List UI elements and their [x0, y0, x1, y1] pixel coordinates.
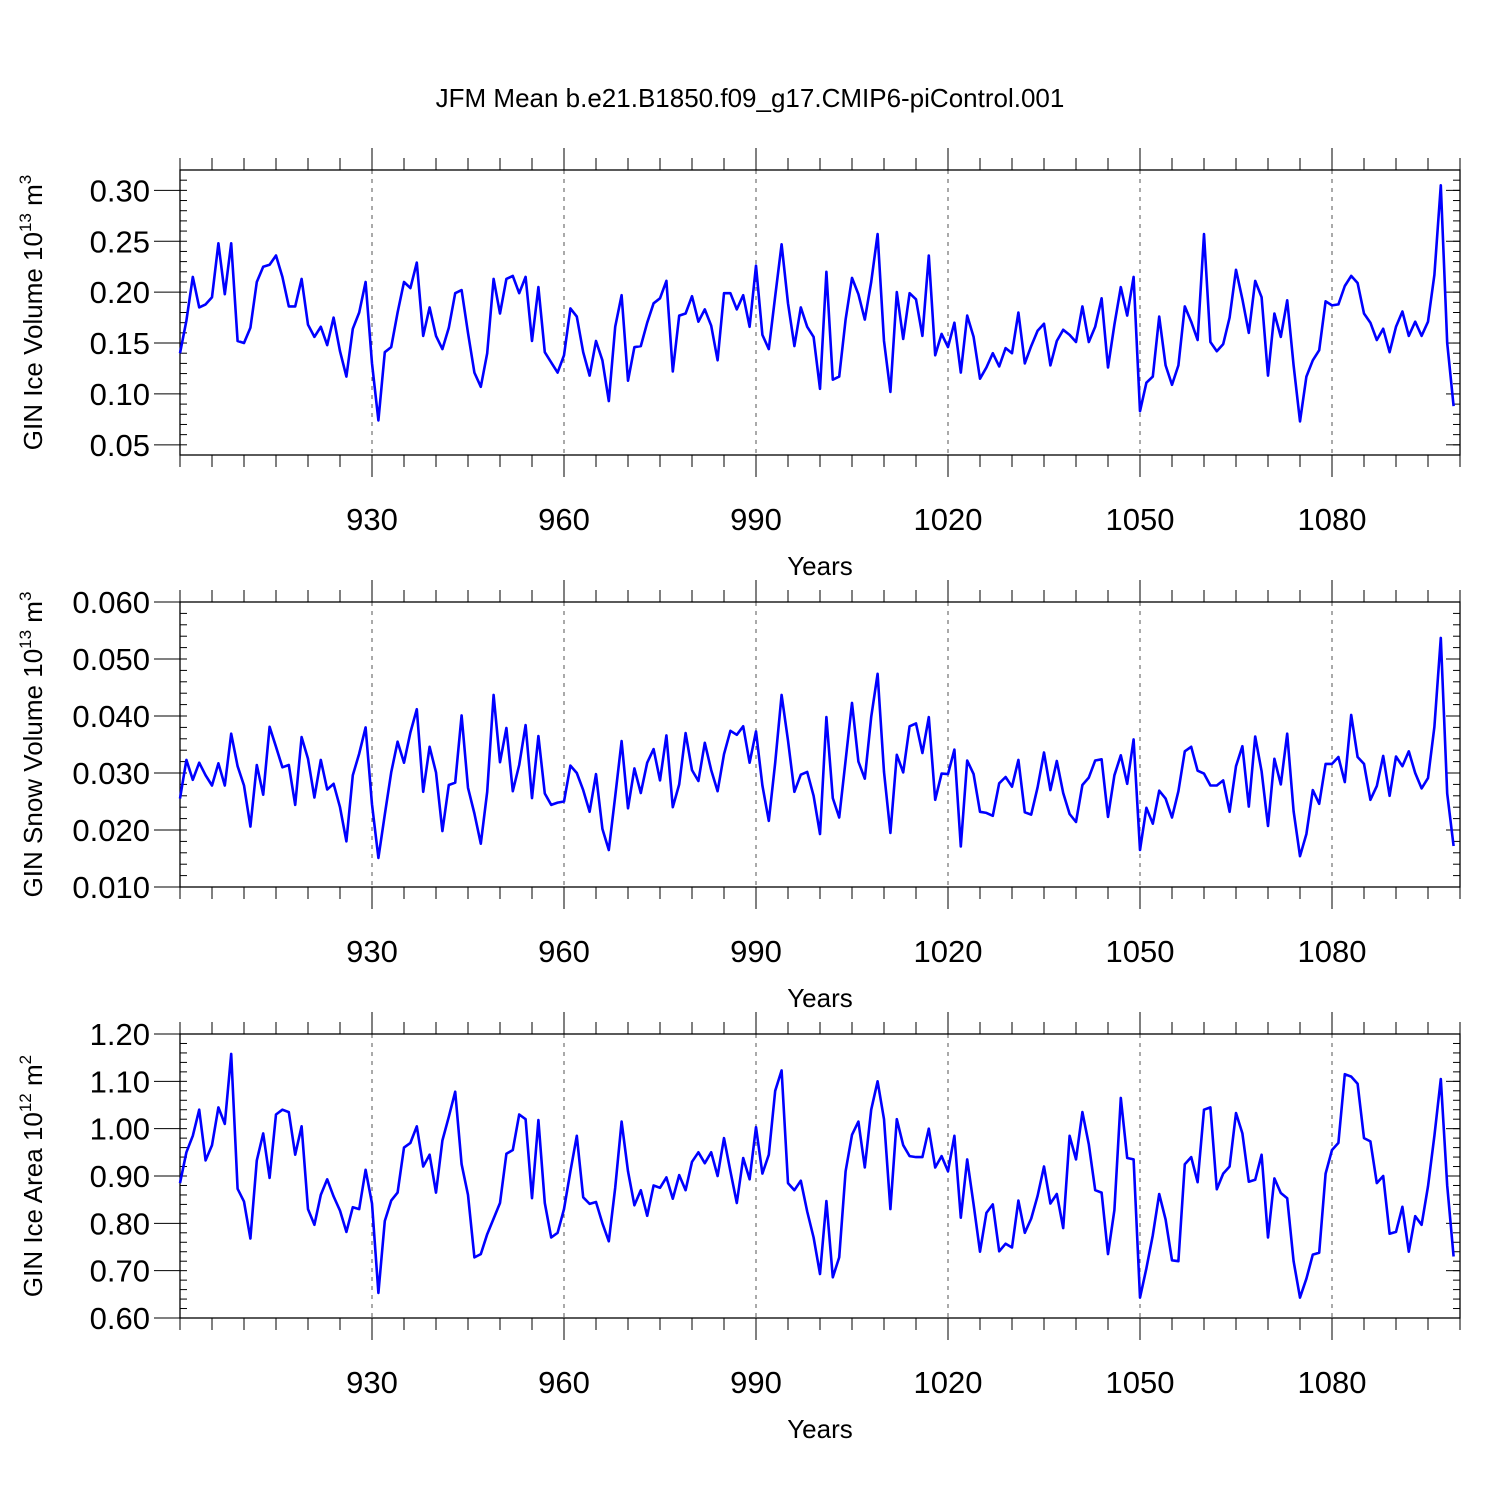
x-tick-label: 960 [538, 502, 590, 537]
x-tick-label: 1020 [914, 1365, 983, 1400]
y-tick-label: 1.20 [90, 1017, 150, 1052]
plot-frame [179, 169, 1461, 456]
chart-panel-2: 0.010 0.020 0.030 0.040 0.050 0.060 930 960 990 1… [16, 580, 1461, 1013]
y-axis-title-main: GIN Snow Volume 10 [18, 649, 48, 898]
y-axis-title-exponent: 12 [16, 1093, 35, 1112]
y-tick-label: 0.80 [90, 1206, 150, 1241]
chart-panel-3: 0.60 0.70 0.80 0.90 1.00 1.10 1.20 930 960 990 102… [16, 1012, 1461, 1444]
y-tick-label: 0.70 [90, 1254, 150, 1289]
y-axis-title-unit: m [18, 1064, 48, 1093]
y-axis-title-unit: m [18, 601, 48, 630]
series-line-1 [178, 636, 1455, 860]
y-tick-label: 0.60 [90, 1301, 150, 1336]
x-tick-label: 930 [346, 1365, 398, 1400]
chart-panels: 0.05 0.10 0.15 0.20 0.25 0.30 930 960 990 1020 105… [16, 148, 1461, 1444]
y-tick-label: 0.010 [72, 870, 150, 905]
y-axis-title: GIN Snow Volume 1013 m3 [16, 592, 48, 898]
x-tick-label: 1020 [914, 934, 983, 969]
y-tick-label: 0.90 [90, 1159, 150, 1194]
x-tick-label: 990 [730, 502, 782, 537]
plot-frame [179, 1033, 1461, 1319]
x-tick-label: 990 [730, 934, 782, 969]
y-tick-label: 0.030 [72, 756, 150, 791]
y-axis-title-exponent: 13 [16, 213, 35, 232]
y-tick-label: 0.040 [72, 699, 150, 734]
y-axis-title-unit-exponent: 3 [16, 175, 35, 184]
y-tick-label: 0.20 [90, 275, 150, 310]
y-tick-label: 0.10 [90, 377, 150, 412]
y-axis-title-unit-exponent: 3 [16, 592, 35, 601]
x-tick-label: 1050 [1106, 502, 1175, 537]
y-tick-label: 0.050 [72, 642, 150, 677]
x-tick-label: 990 [730, 1365, 782, 1400]
x-tick-label: 1080 [1298, 502, 1367, 537]
y-tick-label: 0.30 [90, 173, 150, 208]
y-tick-label: 0.060 [72, 585, 150, 620]
y-axis-title-main: GIN Ice Volume 10 [18, 232, 48, 450]
y-tick-label: 0.25 [90, 224, 150, 259]
x-tick-label: 1020 [914, 502, 983, 537]
x-tick-label: 1080 [1298, 934, 1367, 969]
series-line-1 [178, 184, 1455, 423]
x-axis-title: Years [787, 551, 853, 581]
x-axis-title: Years [787, 983, 853, 1013]
x-tick-label: 930 [346, 502, 398, 537]
y-tick-label: 0.15 [90, 326, 150, 361]
y-axis-title: GIN Ice Area 1012 m2 [16, 1055, 48, 1297]
series-line-1 [178, 1052, 1455, 1299]
y-tick-label: 0.020 [72, 813, 150, 848]
y-axis-title: GIN Ice Volume 1013 m3 [16, 175, 48, 451]
y-tick-label: 1.10 [90, 1064, 150, 1099]
y-tick-label: 1.00 [90, 1112, 150, 1147]
x-tick-label: 1050 [1106, 1365, 1175, 1400]
chart-panel-1: 0.05 0.10 0.15 0.20 0.25 0.30 930 960 990 1020 105… [16, 148, 1461, 581]
x-axis-title: Years [787, 1414, 853, 1444]
y-axis-title-main: GIN Ice Area 10 [18, 1112, 48, 1297]
plot-frame [179, 601, 1461, 888]
figure-title: JFM Mean b.e21.B1850.f09_g17.CMIP6-piCon… [436, 83, 1065, 113]
x-tick-label: 1080 [1298, 1365, 1367, 1400]
x-tick-label: 930 [346, 934, 398, 969]
y-axis-title-unit: m [18, 184, 48, 213]
x-tick-label: 1050 [1106, 934, 1175, 969]
x-tick-label: 960 [538, 1365, 590, 1400]
y-axis-title-exponent: 13 [16, 630, 35, 649]
x-tick-label: 960 [538, 934, 590, 969]
y-axis-title-unit-exponent: 2 [16, 1055, 35, 1064]
y-tick-label: 0.05 [90, 428, 150, 463]
